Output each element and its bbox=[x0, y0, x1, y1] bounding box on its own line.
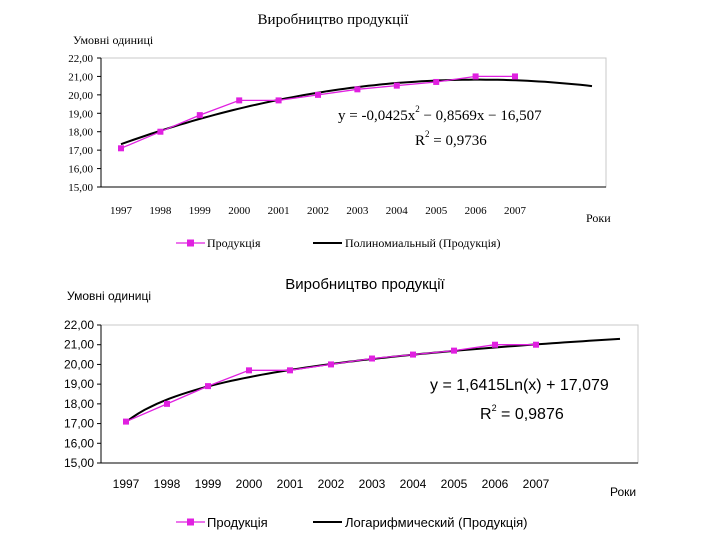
data-point-marker bbox=[512, 73, 518, 80]
x-tick-label: 2001 bbox=[277, 477, 304, 491]
chart-2-title: Виробництво продукції bbox=[285, 276, 445, 293]
data-point-marker bbox=[246, 367, 252, 374]
y-tick-label: 22,00 bbox=[68, 53, 93, 65]
x-tick-label: 2002 bbox=[307, 205, 329, 217]
data-point-marker bbox=[533, 341, 539, 348]
y-tick-label: 22,00 bbox=[64, 318, 94, 332]
y-tick-label: 18,00 bbox=[68, 127, 93, 139]
chart-1-series-markers bbox=[118, 73, 518, 152]
data-point-marker bbox=[393, 82, 400, 89]
chart-2-series-markers bbox=[123, 341, 539, 425]
x-tick-label: 2003 bbox=[359, 477, 386, 491]
data-point-marker bbox=[354, 86, 361, 93]
x-tick-label: 2000 bbox=[236, 477, 263, 491]
y-tick-label: 20,00 bbox=[68, 90, 93, 102]
chart-2-xlabel: Роки bbox=[610, 485, 636, 499]
chart-2-legend-series-label: Продукція bbox=[207, 515, 268, 530]
x-tick-label: 2005 bbox=[425, 205, 448, 217]
data-point-marker bbox=[492, 341, 498, 348]
data-point-marker bbox=[287, 367, 293, 374]
data-point-marker bbox=[451, 347, 457, 354]
chart-2: Виробництво продукції Умовні одиниці 15,… bbox=[64, 276, 639, 530]
data-point-marker bbox=[205, 383, 211, 390]
chart-1-legend-trend-label: Полиномиальный (Продукція) bbox=[345, 236, 500, 250]
y-tick-label: 16,00 bbox=[68, 164, 93, 176]
x-tick-label: 2003 bbox=[346, 205, 369, 217]
data-point-marker bbox=[410, 351, 416, 358]
x-tick-label: 2005 bbox=[441, 477, 468, 491]
y-tick-label: 17,00 bbox=[64, 417, 94, 431]
y-tick-label: 16,00 bbox=[64, 436, 94, 450]
data-point-marker bbox=[472, 73, 479, 80]
x-tick-label: 2006 bbox=[482, 477, 509, 491]
x-tick-label: 1998 bbox=[154, 477, 181, 491]
x-tick-label: 1997 bbox=[110, 205, 133, 217]
data-point-marker bbox=[196, 112, 203, 119]
data-point-marker bbox=[275, 97, 282, 104]
data-point-marker bbox=[157, 128, 164, 135]
chart-2-ylabel: Умовні одиниці bbox=[67, 289, 151, 303]
y-tick-label: 15,00 bbox=[64, 456, 94, 470]
y-tick-label: 19,00 bbox=[64, 377, 94, 391]
y-tick-label: 17,00 bbox=[68, 145, 93, 157]
chart-1-legend: Продукція Полиномиальный (Продукція) bbox=[176, 236, 500, 250]
chart-1-xlabel: Роки bbox=[586, 211, 611, 225]
y-tick-label: 21,00 bbox=[68, 71, 93, 83]
chart-1-x-ticks: 1997 1998 1999 2000 2001 2002 2003 2004 2005 2006… bbox=[110, 205, 527, 217]
x-tick-label: 2007 bbox=[523, 477, 550, 491]
data-point-marker bbox=[369, 355, 375, 362]
y-tick-label: 20,00 bbox=[64, 357, 94, 371]
y-tick-label: 18,00 bbox=[64, 397, 94, 411]
chart-1: Виробництво продукції Умовні одиниці 15,… bbox=[68, 12, 611, 250]
chart-1-title: Виробництво продукції bbox=[258, 12, 410, 28]
x-tick-label: 2001 bbox=[268, 205, 290, 217]
y-tick-label: 19,00 bbox=[68, 108, 93, 120]
chart-1-y-ticks: 15,00 16,00 17,00 18,00 19,00 20,00 21,00 22,00 bbox=[68, 53, 101, 194]
chart-1-legend-series-label: Продукція bbox=[207, 236, 261, 250]
chart-2-legend-trend-label: Логарифмический (Продукція) bbox=[345, 515, 527, 530]
chart-2-legend: Продукція Логарифмический (Продукція) bbox=[176, 515, 527, 530]
x-tick-label: 2000 bbox=[228, 205, 251, 217]
data-point-marker bbox=[433, 78, 440, 85]
data-point-marker bbox=[123, 418, 129, 425]
y-tick-label: 15,00 bbox=[68, 182, 93, 194]
chart-2-legend-series-marker bbox=[187, 518, 194, 526]
chart-2-x-ticks: 1997 1998 1999 2000 2001 2002 2003 2004 2005 2006… bbox=[113, 477, 550, 491]
x-tick-label: 2002 bbox=[318, 477, 345, 491]
data-point-marker bbox=[328, 361, 334, 368]
data-point-marker bbox=[315, 91, 321, 98]
chart-2-equation: y = 1,6415Ln(x) + 17,079 bbox=[430, 377, 609, 394]
chart-1-ylabel: Умовні одиниці bbox=[73, 33, 154, 47]
x-tick-label: 1997 bbox=[113, 477, 140, 491]
data-point-marker bbox=[118, 145, 124, 152]
x-tick-label: 1999 bbox=[195, 477, 222, 491]
chart-1-legend-series-marker bbox=[187, 239, 194, 247]
chart-2-y-ticks: 15,00 16,00 17,00 18,00 19,00 20,00 21,00 22,00 bbox=[64, 318, 101, 470]
chart-1-r-squared: R2 = 0,9736 bbox=[415, 129, 487, 149]
x-tick-label: 1998 bbox=[149, 205, 172, 217]
x-tick-label: 2004 bbox=[386, 205, 409, 217]
chart-2-r-squared: R2 = 0,9876 bbox=[480, 403, 564, 423]
x-tick-label: 2004 bbox=[400, 477, 427, 491]
y-tick-label: 21,00 bbox=[64, 338, 94, 352]
x-tick-label: 2007 bbox=[504, 205, 527, 217]
data-point-marker bbox=[236, 97, 243, 104]
chart-1-equation: y = -0,0425x2 − 0,8569x − 16,507 bbox=[338, 104, 542, 124]
x-tick-label: 2006 bbox=[465, 205, 488, 217]
data-point-marker bbox=[164, 400, 170, 407]
x-tick-label: 1999 bbox=[189, 205, 212, 217]
